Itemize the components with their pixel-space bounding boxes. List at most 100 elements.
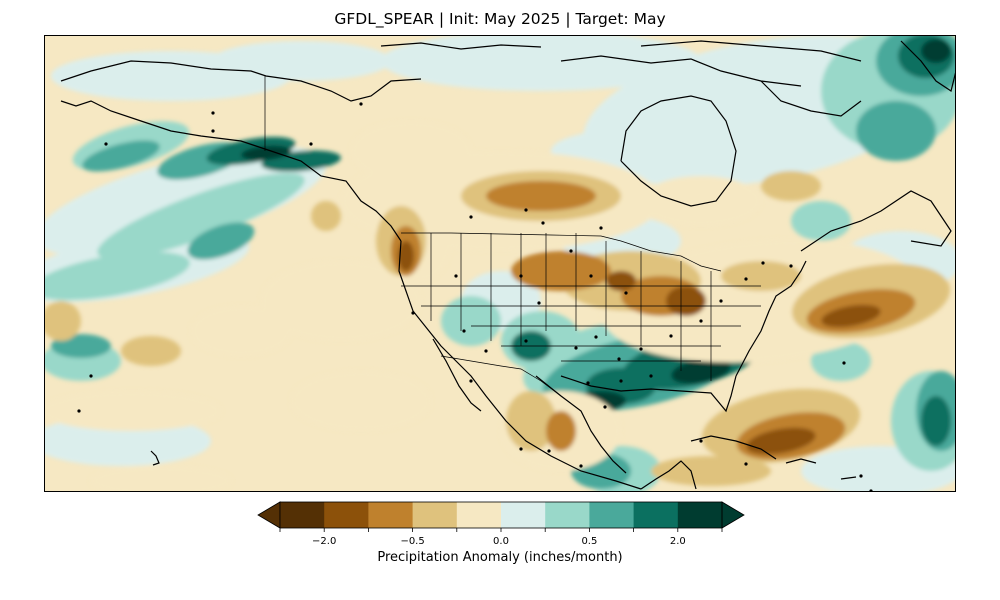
colorbar-segment [280,502,325,528]
city-marker [649,374,653,378]
anomaly-region [486,181,596,211]
city-marker [589,274,593,278]
colorbar: −2.0 −0.5 0.0 0.5 2.0 [257,501,745,546]
city-marker [699,319,703,323]
coastline [840,476,857,480]
city-marker [541,221,545,225]
colorbar-ticks: −2.0 −0.5 0.0 0.5 2.0 [279,528,723,546]
city-marker [761,261,765,265]
anomaly-region [241,145,291,161]
anomaly-region [546,411,576,451]
coastline [620,95,737,207]
state-borders [264,76,761,397]
anomaly-region [191,306,291,356]
city-marker [524,339,528,343]
anomaly-region [761,171,821,201]
city-marker [569,249,573,253]
anomaly-region [351,121,471,181]
state-border [401,232,722,272]
state-border [440,355,562,397]
anomaly-region [821,304,881,328]
coastline [760,80,862,117]
anomaly-region [82,140,160,172]
city-marker [89,374,93,378]
colorbar-segments [257,501,745,529]
anomaly-region [261,261,421,341]
city-marker [594,335,598,339]
map-panel [44,35,956,492]
city-marker [869,489,873,491]
colorbar-segment [589,502,635,528]
coastline [432,338,482,412]
anomaly-region [746,427,816,455]
colorbar-segment [545,502,590,528]
city-marker [842,361,846,365]
city-marker [524,208,528,212]
city-marker [104,142,108,146]
anomaly-region [381,36,701,91]
anomaly-region [921,39,951,63]
colorbar-segment [633,502,679,528]
anomaly-contours [45,36,955,491]
anomaly-region [606,271,636,291]
colorbar-segment [368,502,414,528]
city-marker [77,409,81,413]
coastline [800,190,952,252]
coastline [785,458,817,464]
city-marker [454,274,458,278]
city-marker [547,449,551,453]
coastline [60,60,422,102]
anomaly-region [641,176,761,226]
precipitation-anomaly-map [45,36,955,491]
anomaly-region [211,41,391,81]
city-marker [537,301,541,305]
colorbar-extend-high [721,501,745,529]
anomaly-region [511,251,611,291]
colorbar-tick-label: −2.0 [312,536,336,546]
city-marker [211,129,215,133]
coastline [640,460,697,490]
colorbar-segment [324,502,369,528]
anomaly-region [721,261,801,291]
city-marker [699,439,703,443]
coastline [380,42,542,50]
city-marker [744,462,748,466]
city-marker [603,405,607,409]
coastline [560,375,737,413]
anomaly-region [91,466,231,491]
colorbar-tick-label: 0.5 [581,536,597,546]
anomaly-region [291,371,431,431]
city-marker [469,215,473,219]
coastline [690,435,777,460]
city-marker [484,349,488,353]
anomaly-region [856,101,936,161]
city-marker [519,274,523,278]
chart-title: GFDL_SPEAR | Init: May 2025 | Target: Ma… [334,10,666,28]
city-marker [617,357,621,361]
coastlines [60,40,955,490]
city-marker [624,291,628,295]
coastline [398,240,642,490]
coastline [150,450,160,466]
coastline [900,40,955,92]
city-marker [719,299,723,303]
coastline [60,100,402,242]
coastline [640,40,862,62]
city-marker [586,381,590,385]
city-marker [519,447,523,451]
colorbar-segment [677,502,723,528]
colorbar-tick-label: 2.0 [670,536,686,546]
anomaly-region [187,222,255,260]
city-marker [639,347,643,351]
anomaly-region [398,241,414,271]
city-marker [469,379,473,383]
anomaly-region [45,251,190,301]
coastline [735,260,807,377]
city-marker [462,329,466,333]
colorbar-segment [501,502,546,528]
anomaly-region [311,201,341,231]
city-marker [599,226,603,230]
colorbar-extend-low [257,501,281,529]
anomaly-region [921,396,951,446]
anomaly-region [666,286,706,316]
